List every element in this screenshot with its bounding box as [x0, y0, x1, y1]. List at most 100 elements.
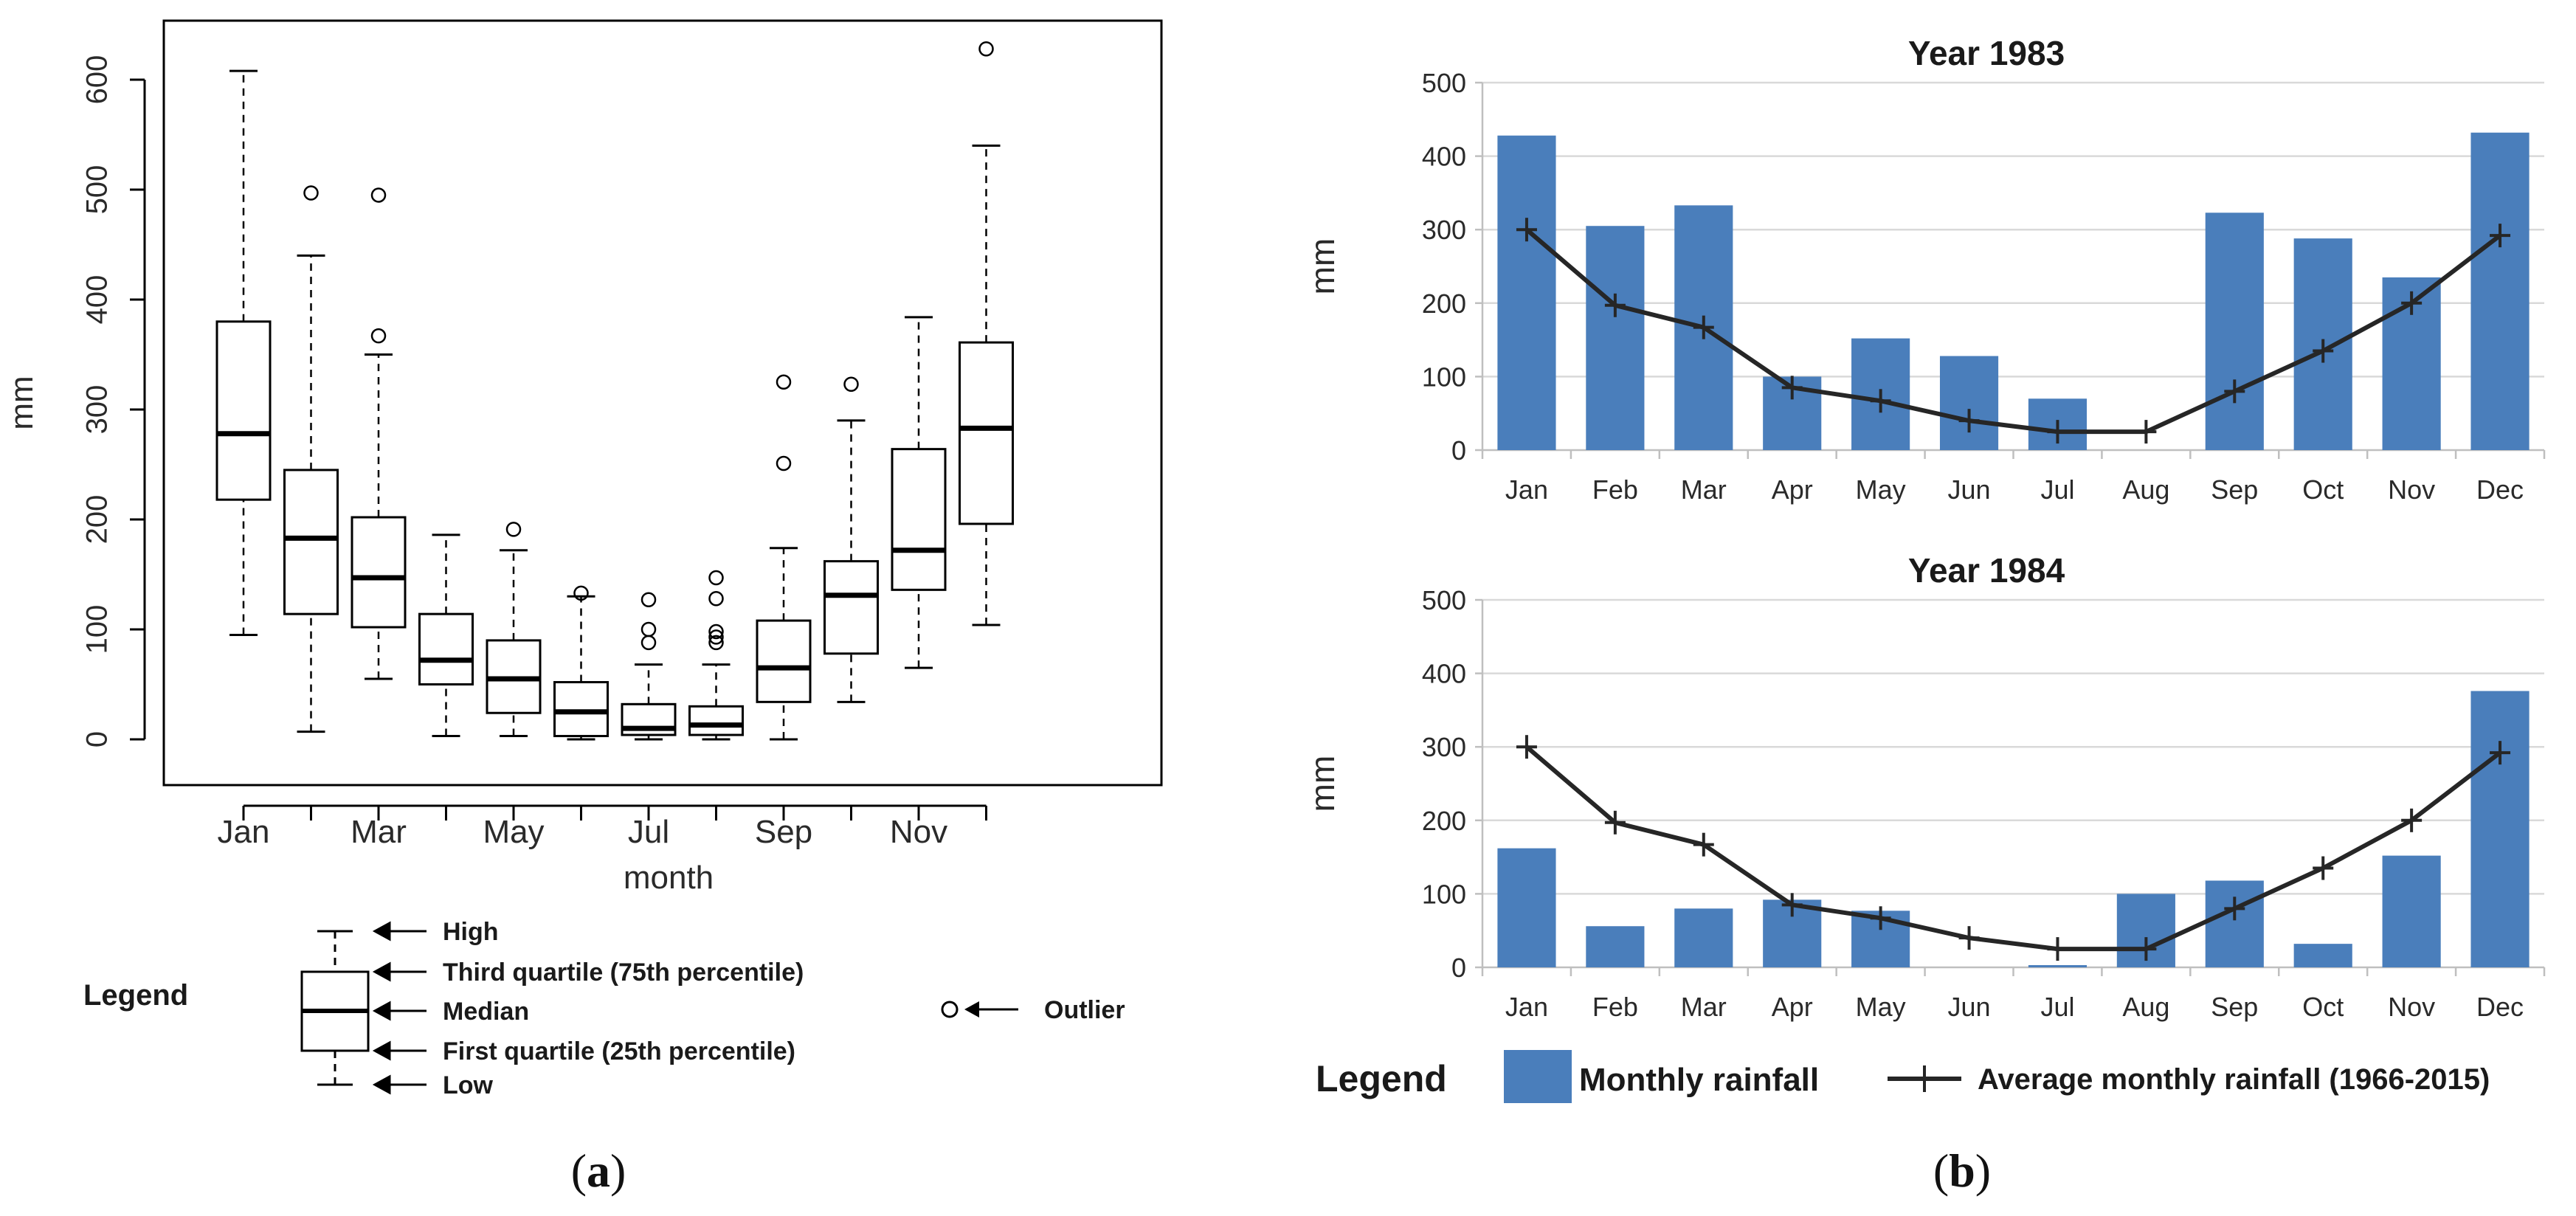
- box-Dec: [959, 41, 1014, 626]
- panel-b-legend-title: Legend: [1316, 1058, 1447, 1099]
- outlier-point: [370, 187, 387, 203]
- bar-Jan: [1497, 848, 1556, 967]
- outlier-point: [708, 623, 724, 640]
- iqr-box: [283, 469, 339, 615]
- bar-Nov: [2382, 855, 2441, 967]
- legend-label-low: Low: [443, 1071, 494, 1099]
- iqr-box: [688, 705, 744, 736]
- x-tick-label-Apr: Apr: [1772, 474, 1813, 505]
- panel-a-legend: Legend High Third quartile (75th percent…: [83, 918, 1125, 1099]
- x-tick-label-May: May: [1856, 474, 1906, 505]
- panel-a-x-axis-label: month: [624, 860, 714, 896]
- x-tick-label-Sep: Sep: [2211, 992, 2258, 1022]
- box-Nov: [891, 316, 947, 669]
- x-tick-label-May: May: [483, 814, 544, 850]
- panel-a-caption-open: (: [571, 1144, 587, 1197]
- bar-Feb: [1586, 926, 1645, 967]
- y-tick-label-0: 0: [81, 731, 114, 747]
- panel-a-plot-frame: [162, 19, 1163, 787]
- y-tick-label-200: 200: [1422, 806, 1466, 836]
- y-tick-label-200: 200: [81, 495, 114, 545]
- x-tick-label-Jun: Jun: [1948, 474, 1991, 505]
- outlier-point: [708, 591, 724, 607]
- iqr-box: [823, 560, 879, 655]
- box-Jan: [215, 69, 272, 636]
- outlier-point: [640, 621, 657, 638]
- x-tick-label-Sep: Sep: [2211, 474, 2258, 505]
- outlier-point: [843, 376, 859, 392]
- x-tick-label-Apr: Apr: [1772, 992, 1813, 1022]
- average-line: [1525, 227, 2501, 435]
- panel-b-caption: (b): [1933, 1144, 1991, 1197]
- outlier-point: [370, 328, 387, 344]
- iqr-box: [351, 516, 407, 629]
- y-tick-label-400: 400: [1422, 659, 1466, 689]
- x-tick-label-Aug: Aug: [2122, 992, 2169, 1022]
- y-tick-label-300: 300: [1422, 215, 1466, 245]
- x-tick-label-May: May: [1856, 992, 1906, 1022]
- x-tick-label-Dec: Dec: [2476, 474, 2524, 505]
- panel-b-legend: Legend Monthly rainfall Average monthly …: [1316, 1050, 2490, 1103]
- box-Oct: [823, 376, 879, 703]
- bar-Jul: [2028, 965, 2088, 967]
- y-axis-label: mm: [1303, 238, 1341, 295]
- x-tick-label-Dec: Dec: [2476, 992, 2524, 1022]
- x-tick-label-Jan: Jan: [1505, 474, 1548, 505]
- outlier-point: [978, 41, 994, 57]
- outlier-point: [776, 374, 792, 390]
- box-Sep: [756, 374, 812, 741]
- chart-year-1984: Year 1984 0 100 200 300 400 500 mm Jan Feb Mar Apr M…: [1303, 551, 2546, 1022]
- chart-title: Year 1984: [1908, 551, 2065, 590]
- x-tick-label-Nov: Nov: [890, 814, 947, 850]
- x-tick-label-Mar: Mar: [1681, 992, 1727, 1022]
- legend-outlier-arrowhead: [964, 1001, 979, 1018]
- legend-bar-swatch: [1504, 1050, 1572, 1103]
- y-tick-label-500: 500: [81, 165, 114, 215]
- bar-Jun: [1939, 356, 1999, 450]
- y-tick-label-600: 600: [81, 55, 114, 105]
- bar-Jan: [1497, 135, 1556, 450]
- y-tick-label-0: 0: [1451, 435, 1466, 466]
- chart-title: Year 1983: [1908, 34, 2065, 72]
- y-tick-label-0: 0: [1451, 953, 1466, 983]
- x-tick-label-Jul: Jul: [2040, 992, 2074, 1022]
- panel-a-x-axis: Jan Mar May Jul Sep Nov: [218, 804, 987, 850]
- y-tick-label-400: 400: [81, 275, 114, 325]
- y-tick-label-300: 300: [1422, 732, 1466, 762]
- panel-b-bar-charts: Year 1983 0 100 200 300 400 500 mm Jan Feb Mar Apr M…: [1303, 34, 2546, 1197]
- bar-Oct: [2293, 944, 2352, 967]
- chart-year-1983: Year 1983 0 100 200 300 400 500 mm Jan Feb Mar Apr M…: [1303, 34, 2546, 505]
- panel-a-y-axis: 0 100 200 300 400 500 600: [81, 55, 146, 747]
- x-tick-label-Jun: Jun: [1948, 992, 1991, 1022]
- panel-b-caption-letter: b: [1949, 1144, 1975, 1197]
- x-tick-label-Jan: Jan: [1505, 992, 1548, 1022]
- box-Jun: [553, 585, 609, 741]
- x-tick-label-Mar: Mar: [351, 814, 407, 850]
- x-tick-label-Nov: Nov: [2388, 992, 2435, 1022]
- bar-Feb: [1586, 226, 1645, 450]
- x-tick-label-Feb: Feb: [1592, 474, 1638, 505]
- iqr-box: [418, 612, 474, 686]
- box-May: [486, 522, 542, 738]
- legend-label-q1: First quartile (25th percentile): [443, 1037, 795, 1065]
- y-tick-label-100: 100: [81, 605, 114, 654]
- x-tick-label-Nov: Nov: [2388, 474, 2435, 505]
- legend-label-q3: Third quartile (75th percentile): [443, 958, 804, 987]
- y-axis-label: mm: [1303, 756, 1341, 812]
- outlier-point: [505, 522, 522, 537]
- iqr-box: [891, 448, 947, 591]
- box-Aug: [688, 570, 744, 741]
- outlier-point: [640, 592, 657, 608]
- iqr-box: [553, 681, 609, 738]
- outlier-point: [708, 570, 724, 586]
- panel-a-legend-title: Legend: [83, 979, 188, 1012]
- panel-a-caption-letter: a: [587, 1144, 610, 1197]
- x-tick-label-Jul: Jul: [628, 814, 669, 850]
- x-tick-label-Aug: Aug: [2122, 474, 2169, 505]
- y-tick-label-400: 400: [1422, 142, 1466, 172]
- panel-a-caption: (a): [571, 1144, 626, 1197]
- panel-a-y-axis-label: mm: [4, 376, 40, 429]
- panel-a-boxes: [215, 41, 1014, 741]
- legend-label-outlier: Outlier: [1044, 996, 1125, 1024]
